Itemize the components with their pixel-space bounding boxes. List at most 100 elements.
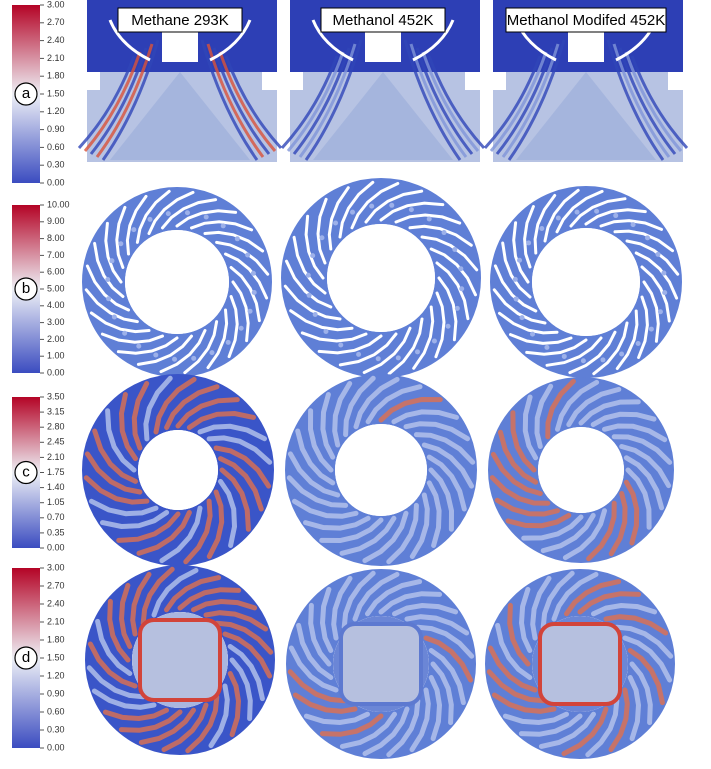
spot — [539, 226, 544, 231]
spot — [656, 252, 661, 257]
colorbar-tick-label: 1.20 — [47, 670, 65, 680]
colorbar-tick-label: 6.00 — [47, 267, 65, 277]
spot — [323, 329, 328, 334]
colorbar-tick-label: 3.00 — [47, 0, 65, 9]
colorbar-tick-label: 0.60 — [47, 142, 65, 152]
spot — [166, 211, 171, 216]
spot — [455, 306, 460, 311]
colorbar-tick-label: 1.40 — [47, 482, 65, 492]
spot — [575, 210, 580, 215]
colorbar-tick-label: 4.00 — [47, 300, 65, 310]
figure: Methane 293K Methanol 452K Methanol Modife… — [0, 0, 711, 769]
spot — [514, 296, 519, 301]
spot — [172, 357, 177, 362]
spot — [442, 230, 447, 235]
spot — [185, 210, 190, 215]
spot — [118, 241, 123, 246]
colorbar-tick-label: 2.80 — [47, 422, 65, 432]
spot — [517, 258, 522, 263]
spot — [556, 215, 561, 220]
spot — [581, 358, 586, 363]
spot — [252, 290, 257, 295]
colorbar-tick-label: 0.70 — [47, 512, 65, 522]
row-label: d — [22, 649, 30, 666]
spot — [600, 357, 605, 362]
spot — [459, 286, 464, 291]
hub — [538, 427, 624, 513]
spot — [369, 204, 374, 209]
colorbar-tick-label: 3.00 — [47, 562, 65, 572]
spot — [562, 354, 567, 359]
colorbar-tick-label: 7.00 — [47, 250, 65, 260]
spot — [248, 309, 253, 314]
colorbar-tick-label: 0.00 — [47, 177, 65, 187]
spot — [396, 355, 401, 360]
spot — [613, 213, 618, 218]
colorbar-tick-label: 10.00 — [47, 199, 70, 209]
colorbar-tick-label: 0.90 — [47, 688, 65, 698]
colorbar-tick-label: 3.15 — [47, 406, 65, 416]
colorbar-tick-label: 0.00 — [47, 542, 65, 552]
spot — [661, 271, 666, 276]
colorbar-tick-label: 2.45 — [47, 437, 65, 447]
centre — [140, 620, 220, 700]
spot — [106, 296, 111, 301]
spot — [544, 345, 549, 350]
spot — [376, 356, 381, 361]
spot — [513, 277, 518, 282]
colorbar-tick-label: 3.50 — [47, 391, 65, 401]
hub — [138, 430, 218, 510]
colorbar-tick-label: 2.70 — [47, 580, 65, 590]
colorbar-tick-label: 3.00 — [47, 317, 65, 327]
spot — [645, 235, 650, 240]
colorbar-tick-label: 1.00 — [47, 351, 65, 361]
annulus-panel — [86, 378, 269, 561]
column-title: Methane 293K — [131, 12, 229, 29]
spot — [147, 217, 152, 222]
spot — [210, 350, 215, 355]
colorbar-tick-label: 0.35 — [47, 527, 65, 537]
spot — [446, 324, 451, 329]
colorbar-tick-label: 0.90 — [47, 124, 65, 134]
colorbar-tick-label: 1.20 — [47, 106, 65, 116]
colorbar-tick-label: 1.05 — [47, 497, 65, 507]
spot — [153, 353, 158, 358]
row-label: b — [22, 280, 30, 297]
spot — [239, 326, 244, 331]
colorbar-tick-label: 1.50 — [47, 652, 65, 662]
spot — [307, 293, 312, 298]
spot — [235, 236, 240, 241]
spot — [432, 339, 437, 344]
spot — [530, 332, 535, 337]
colorbar-tick-label: 2.10 — [47, 616, 65, 626]
column-title: Methanol 452K — [333, 12, 434, 29]
spot — [338, 343, 343, 348]
spot — [245, 252, 250, 257]
hub — [335, 424, 427, 516]
annulus-panel — [285, 182, 476, 373]
colorbar-tick-label: 0.00 — [47, 742, 65, 752]
spot — [191, 356, 196, 361]
row-label: a — [22, 85, 31, 102]
spot — [251, 271, 256, 276]
row-label: c — [22, 463, 30, 480]
spot — [356, 352, 361, 357]
spot — [427, 216, 432, 221]
spot — [519, 315, 524, 320]
column-title: Methanol Modifed 452K — [507, 12, 665, 29]
colorbar-tick-label: 2.40 — [47, 598, 65, 608]
spot — [631, 222, 636, 227]
spot — [458, 266, 463, 271]
spot — [389, 203, 394, 208]
spot — [409, 207, 414, 212]
colorbar-tick-label: 0.00 — [47, 367, 65, 377]
spot — [310, 253, 315, 258]
spot — [319, 235, 324, 240]
spot — [619, 352, 624, 357]
colorbar-tick-label: 0.60 — [47, 706, 65, 716]
spot — [221, 223, 226, 228]
annulus-panel — [289, 378, 472, 561]
hub — [327, 224, 435, 332]
colorbar-tick-label: 2.10 — [47, 452, 65, 462]
spot — [131, 227, 136, 232]
